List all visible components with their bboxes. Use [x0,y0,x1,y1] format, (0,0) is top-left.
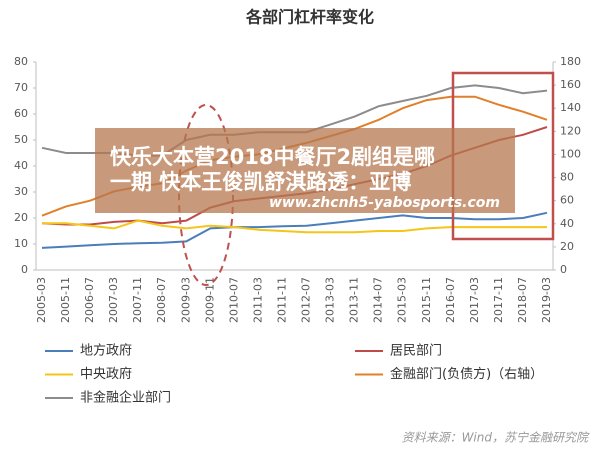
x-tick-label: 2014-07 [372,277,385,323]
y2-tick-label: 140 [560,101,581,114]
x-tick-label: 2012-07 [300,277,313,323]
y-tick-label: 80 [14,55,28,68]
y2-tick-label: 160 [560,78,581,91]
x-tick-label: 2008-07 [155,277,168,323]
y2-tick-label: 80 [560,171,574,184]
x-tick-label: 2007-11 [131,277,144,323]
x-tick-label: 2007-03 [107,277,120,323]
x-tick-label: 2011-03 [251,277,264,323]
y2-tick-label: 0 [560,263,567,276]
y-tick-label: 0 [21,263,28,276]
chart-title: 各部门杠杆率变化 [245,8,374,27]
x-tick-label: 2011-11 [275,277,288,323]
x-tick-label: 2019-03 [540,277,553,323]
y-tick-label: 60 [14,107,28,120]
x-tick-label: 2013-03 [324,277,337,323]
x-tick-label: 2010-07 [227,277,240,323]
x-tick-label: 2018-07 [516,277,529,323]
x-tick-label: 2013-11 [348,277,361,323]
legend-label: 金融部门(负债方)（右轴） [390,366,543,382]
legend-label: 居民部门 [390,344,442,359]
y-tick-label: 20 [14,211,28,224]
x-tick-label: 2005-11 [59,277,72,323]
x-tick-label: 2016-07 [444,277,457,323]
x-tick-label: 2009-11 [203,277,216,323]
y-tick-label: 50 [14,133,28,146]
y-tick-label: 40 [14,159,28,172]
x-tick-label: 2017-03 [468,277,481,323]
y2-tick-label: 60 [560,194,574,207]
x-tick-label: 2005-03 [35,277,48,323]
x-tick-label: 2015-03 [396,277,409,323]
x-tick-label: 2009-03 [179,277,192,323]
source-note: 资料来源：Wind，苏宁金融研究院 [402,431,590,445]
y2-tick-label: 40 [560,217,574,230]
y-tick-label: 30 [14,185,28,198]
y-tick-label: 70 [14,81,28,94]
watermark-box [95,128,515,213]
watermark-text: 一期 快本王俊凯舒淇路透：亚博 [110,170,411,194]
y2-tick-label: 180 [560,55,581,68]
series-line [42,219,547,234]
legend-label: 中央政府 [80,367,132,382]
y-tick-label: 10 [14,237,28,250]
y2-tick-label: 100 [560,147,581,160]
x-tick-label: 2015-11 [420,277,433,323]
watermark-url: www.zhcnh5-yabosports.com [269,195,500,211]
x-tick-label: 2017-11 [492,277,505,323]
legend-label: 地方政府 [80,343,132,359]
series-line [41,211,548,249]
x-tick-label: 2006-07 [83,277,96,323]
y2-tick-label: 120 [560,124,581,137]
watermark-text: 快乐大本营2018中餐厅2剧组是哪 [110,145,435,169]
legend-label: 非金融企业部门 [80,390,171,406]
y2-tick-label: 20 [560,240,574,253]
